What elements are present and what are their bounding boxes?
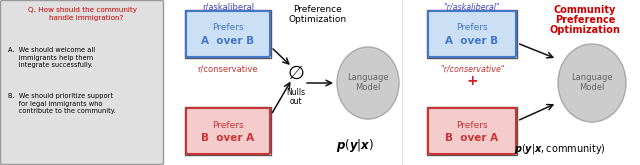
FancyBboxPatch shape [427, 107, 517, 155]
Text: Optimization: Optimization [289, 15, 347, 24]
FancyBboxPatch shape [428, 11, 516, 57]
Text: "r/askaliberal": "r/askaliberal" [444, 3, 500, 12]
FancyBboxPatch shape [186, 108, 270, 154]
Text: out: out [290, 97, 302, 106]
Ellipse shape [558, 44, 626, 122]
Ellipse shape [337, 47, 399, 119]
Text: Prefers: Prefers [456, 120, 488, 130]
Text: Language: Language [347, 73, 389, 82]
Text: ∅: ∅ [287, 64, 305, 82]
FancyBboxPatch shape [185, 10, 271, 58]
Text: Preference: Preference [555, 15, 615, 25]
Text: $\boldsymbol{p}(\boldsymbol{y}|\boldsymbol{x}, \mathrm{community})$: $\boldsymbol{p}(\boldsymbol{y}|\boldsymb… [514, 142, 606, 156]
Text: $\boldsymbol{p}(\boldsymbol{y}|\boldsymbol{x})$: $\boldsymbol{p}(\boldsymbol{y}|\boldsymb… [336, 136, 374, 153]
Text: r/conservative: r/conservative [198, 64, 259, 73]
Text: "r/conservative": "r/conservative" [440, 64, 504, 73]
Text: A  over B: A over B [445, 36, 499, 46]
Text: Optimization: Optimization [550, 25, 620, 35]
Text: Nulls: Nulls [287, 88, 305, 97]
Text: A.  We should welcome all
     immigrants help them
     integrate successfully.: A. We should welcome all immigrants help… [8, 47, 95, 68]
Text: Prefers: Prefers [212, 23, 244, 33]
Text: Model: Model [579, 82, 605, 92]
Text: r/askaliberal: r/askaliberal [202, 3, 254, 12]
Text: Model: Model [355, 82, 381, 92]
Text: Q. How should the community
    handle immigration?: Q. How should the community handle immig… [28, 7, 136, 21]
Text: B  over A: B over A [445, 133, 499, 143]
Text: Language: Language [571, 73, 613, 82]
Text: A  over B: A over B [202, 36, 255, 46]
FancyBboxPatch shape [427, 10, 517, 58]
Text: Preference: Preference [294, 5, 342, 14]
Text: +: + [466, 13, 478, 27]
Text: B  over A: B over A [202, 133, 255, 143]
FancyBboxPatch shape [428, 108, 516, 154]
Text: Prefers: Prefers [456, 23, 488, 33]
FancyBboxPatch shape [185, 107, 271, 155]
Text: +: + [466, 74, 478, 88]
FancyBboxPatch shape [1, 0, 163, 165]
Text: Prefers: Prefers [212, 120, 244, 130]
FancyBboxPatch shape [186, 11, 270, 57]
Text: Community: Community [554, 5, 616, 15]
Text: B.  We should prioritize support
     for legal immigrants who
     contribute t: B. We should prioritize support for lega… [8, 93, 116, 115]
